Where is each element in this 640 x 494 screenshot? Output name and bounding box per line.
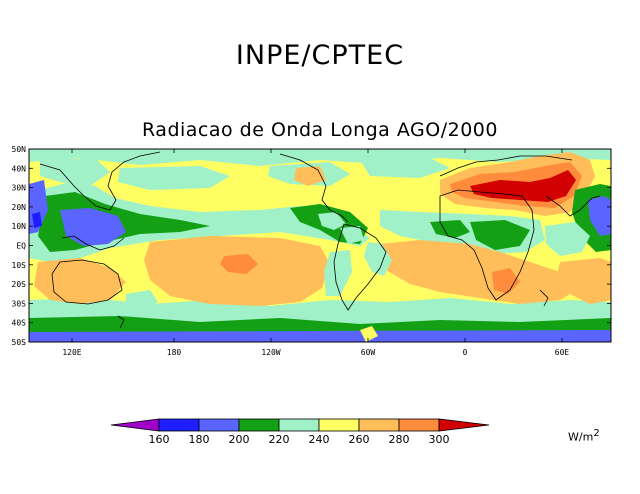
olr-field — [29, 149, 611, 342]
lat-label: 50N — [12, 145, 27, 154]
latitude-axis: 50N 40N 30N 20N 10N EQ 10S 20S 30S 40S 50S — [12, 145, 611, 347]
colorbar-tick-label: 280 — [389, 433, 410, 446]
colorbar: 160 180 200 220 240 260 280 300 — [110, 418, 490, 446]
colorbar-arrow-right — [438, 418, 490, 432]
lon-label: 0 — [463, 348, 468, 357]
lat-label: 30N — [12, 184, 27, 193]
lat-label: 50S — [12, 338, 27, 347]
coastlines — [39, 151, 601, 329]
south-america-coast — [333, 223, 387, 311]
colorbar-tick-label: 220 — [269, 433, 290, 446]
australia-coast — [51, 259, 123, 305]
lon-label: 60W — [361, 348, 376, 357]
map-title: Radiacao de Onda Longa AGO/2000 — [142, 119, 498, 141]
africa-coast — [439, 189, 535, 301]
longitude-axis: 120E 180 120W 60W 0 60E — [62, 149, 569, 357]
colorbar-segment-4 — [278, 418, 320, 432]
colorbar-tick-label: 300 — [429, 433, 450, 446]
lat-label: 20S — [12, 280, 27, 289]
lat-label: 20N — [12, 203, 27, 212]
lat-label: 40S — [12, 319, 27, 328]
lat-label: 40N — [12, 164, 27, 173]
colorbar-segment-5 — [318, 418, 360, 432]
madagascar-coast — [539, 289, 549, 307]
indonesia-coast — [61, 235, 125, 251]
colorbar-unit: W/m2 — [568, 428, 600, 444]
lon-label: 60E — [555, 348, 570, 357]
colorbar-segment-6 — [358, 418, 400, 432]
lat-label: 10N — [12, 222, 27, 231]
colorbar-tick-label: 240 — [309, 433, 330, 446]
colorbar-segment-2 — [198, 418, 240, 432]
unit-base: W/m — [568, 430, 594, 444]
colorbar-tick-label: 180 — [189, 433, 210, 446]
asia-coast — [39, 151, 161, 211]
colorbar-arrow-left — [110, 418, 160, 432]
europe-coast — [439, 155, 573, 177]
new-zealand-coast — [117, 315, 125, 329]
lon-label: 180 — [167, 348, 182, 357]
colorbar-tick-label: 200 — [229, 433, 250, 446]
colorbar-tick-label: 260 — [349, 433, 370, 446]
colorbar-segment-3 — [238, 418, 280, 432]
lat-label: EQ — [16, 242, 26, 251]
colorbar-segment-7 — [398, 418, 440, 432]
unit-exponent: 2 — [593, 428, 600, 439]
colorbar-segment-1 — [158, 418, 200, 432]
lat-label: 30S — [12, 299, 27, 308]
lon-label: 120E — [62, 348, 81, 357]
organization-title: INPE/CPTEC — [235, 40, 405, 71]
lat-label: 10S — [12, 261, 27, 270]
north-america-coast — [279, 153, 349, 223]
arabia-india-coast — [545, 195, 601, 217]
colorbar-tick-label: 160 — [149, 433, 170, 446]
lon-label: 120W — [261, 348, 280, 357]
